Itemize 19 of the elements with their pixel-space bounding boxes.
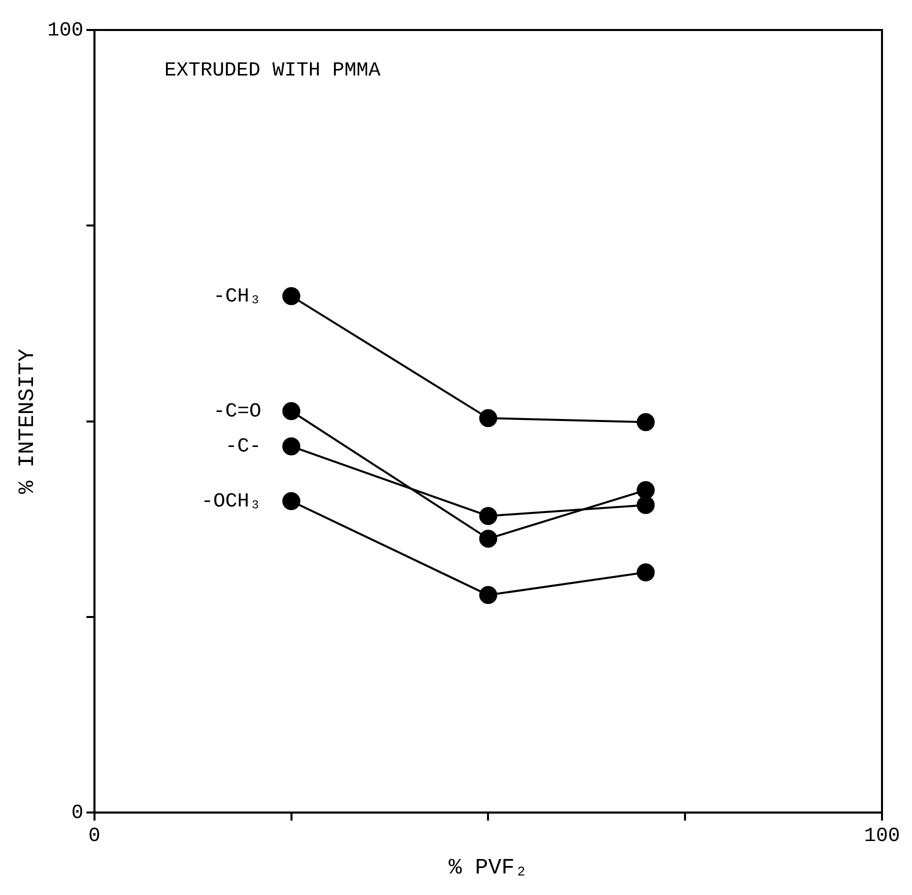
y-axis-title: % INTENSITY (15, 348, 40, 494)
series-label: -CH₃ (213, 285, 262, 308)
point (479, 506, 498, 525)
x-axis-title: % PVF₂ (448, 856, 528, 881)
point (479, 409, 498, 428)
point (282, 437, 300, 456)
point (479, 586, 498, 604)
series-label: -OCH₃ (201, 490, 262, 514)
text: EXTRUDED WITH PMMA (164, 59, 380, 82)
point (636, 413, 655, 432)
series-label: -C=O (213, 400, 262, 424)
point (636, 496, 655, 514)
point (282, 402, 300, 420)
point (479, 530, 498, 548)
point (282, 492, 300, 510)
series-label: -C- (225, 436, 262, 459)
point (636, 481, 655, 500)
point (282, 287, 300, 306)
point (636, 563, 655, 582)
